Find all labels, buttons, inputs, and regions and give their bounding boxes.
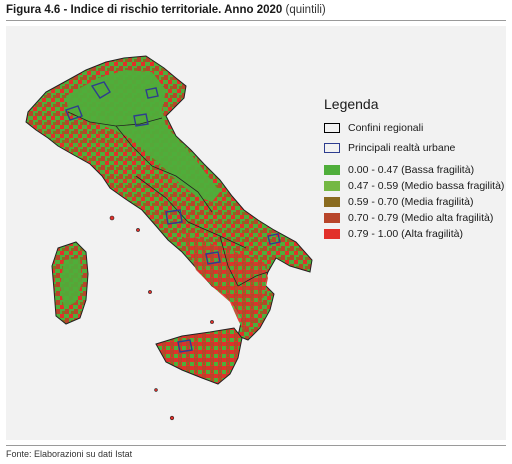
urban-areas: [65, 81, 281, 265]
legend-swatch-class-3: [324, 197, 340, 207]
italy-map: [25, 55, 313, 421]
figure-title-suffix: (quintili): [285, 4, 326, 16]
sicily-shape: [155, 327, 243, 385]
bottom-rule: [6, 445, 506, 446]
legend-swatch-class-2: [324, 181, 340, 191]
legend-label: 0.79 - 1.00 (Alta fragilità): [348, 228, 463, 240]
south-area: [182, 232, 268, 332]
sardinia-core: [60, 258, 82, 308]
figure-title: Figura 4.6 - Indice di rischio territori…: [6, 4, 326, 16]
legend-swatch-class-4: [324, 213, 340, 223]
legend-label: 0.70 - 0.79 (Medio alta fragilità): [348, 212, 494, 224]
green-core: [66, 70, 220, 202]
legend-title: Legenda: [324, 96, 379, 112]
figure-title-main: Figura 4.6 - Indice di rischio territori…: [6, 4, 283, 16]
legend-label: 0.47 - 0.59 (Medio bassa fragilità): [348, 180, 505, 192]
legend-label: Principali realtà urbane: [348, 142, 456, 154]
legend-swatch-class-5: [324, 229, 340, 239]
legend-swatch-regional-borders: [324, 123, 340, 133]
small-islands: [109, 215, 214, 421]
top-rule: [6, 20, 506, 21]
legend-label: Confini regionali: [348, 122, 424, 134]
legend-label: 0.59 - 0.70 (Media fragilità): [348, 196, 474, 208]
legend-swatch-class-1: [324, 165, 340, 175]
legend-label: 0.00 - 0.47 (Bassa fragilità): [348, 164, 475, 176]
map-panel: Legenda Confini regionali Principali rea…: [6, 26, 506, 440]
legend-swatch-urban-areas: [324, 143, 340, 153]
source-note: Fonte: Elaborazioni su dati Istat: [6, 449, 133, 459]
sicily-urban: [177, 339, 193, 353]
